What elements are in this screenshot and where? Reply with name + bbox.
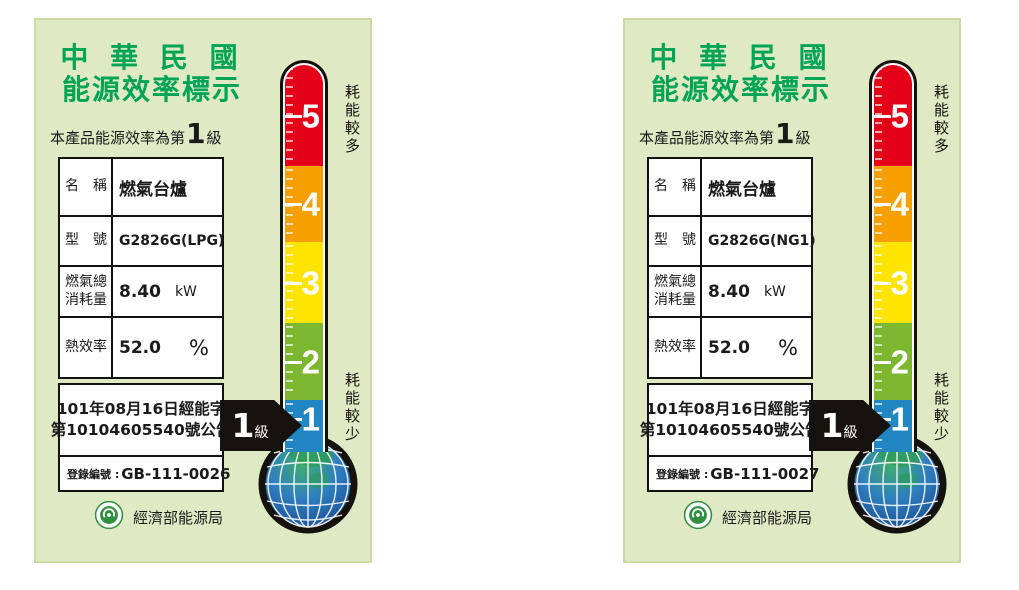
registration-label: 登錄編號 : — [67, 467, 120, 481]
row-label: 名 稱 — [649, 159, 702, 215]
row-value: 燃氣台爐 — [708, 179, 776, 200]
agency-name: 經濟部能源局 — [133, 508, 224, 527]
row-value: G2826G(LPG) — [119, 233, 225, 249]
globe-icon — [258, 434, 358, 534]
registration-box: 登錄編號 : GB-111-0026 — [58, 455, 231, 492]
thermo-level-4: 4 — [285, 166, 323, 242]
row-unit: % — [777, 335, 798, 360]
level-number: 5 — [301, 97, 320, 134]
title-line2: 能源效率標示 — [61, 73, 242, 107]
registration-label: 登錄編號 : — [656, 467, 709, 481]
row-unit: kW — [174, 283, 197, 300]
level-number: 3 — [301, 264, 320, 301]
announcement-line1: 101年08月16日經能字 — [645, 400, 815, 419]
announcement-box: 101年08月16日經能字 第10104605540號公告 — [640, 383, 820, 457]
table-row-model: 型 號 G2826G(LPG) — [60, 215, 225, 265]
thermo-level-3: 3 — [285, 242, 323, 323]
label-title: 中 華 民 國 能源效率標示 — [48, 41, 256, 107]
arrow-grade-number: 1 — [820, 406, 844, 445]
grade-prefix: 本產品能源效率為第 — [639, 129, 775, 147]
registration-number: GB-111-0027 — [710, 464, 820, 483]
spec-table: 名 稱 燃氣台爐 型 號 G2826G(LPG) 燃氣總消耗量 8.40 kW … — [58, 157, 224, 379]
level-number: 2 — [890, 343, 909, 380]
thermo-level-4: 4 — [874, 166, 912, 242]
low-consumption-label: 耗能較少 — [932, 372, 950, 444]
agency-row: 經濟部能源局 — [94, 500, 223, 534]
level-number: 2 — [301, 343, 320, 380]
row-value: G2826G(NG1) — [708, 233, 816, 249]
level-number: 4 — [890, 185, 909, 223]
spec-table: 名 稱 燃氣台爐 型 號 G2826G(NG1) 燃氣總消耗量 8.40 kW … — [647, 157, 816, 379]
table-row-model: 型 號 G2826G(NG1) — [649, 215, 816, 265]
thermometer: 5 4 3 2 1 — [280, 60, 328, 452]
table-row-name: 名 稱 燃氣台爐 — [649, 159, 811, 215]
grade-statement: 本產品能源效率為第 1 級 — [639, 120, 811, 148]
thermo-level-2: 2 — [874, 323, 912, 400]
table-row-thermal-efficiency: 熱效率 52.0 % — [60, 316, 222, 377]
announcement-line2: 第10104605540號公告 — [50, 421, 232, 439]
row-label: 名 稱 — [60, 159, 113, 215]
agency-name: 經濟部能源局 — [722, 508, 813, 527]
row-value: 8.40 — [119, 281, 161, 302]
level-number: 4 — [301, 185, 320, 223]
grade-number: 1 — [186, 117, 206, 150]
row-unit: % — [188, 335, 209, 360]
row-label: 燃氣總消耗量 — [60, 267, 113, 316]
energy-efficiency-label-ng1: 中 華 民 國 能源效率標示 本產品能源效率為第 1 級 名 稱 燃氣台爐 型 … — [623, 18, 961, 563]
bureau-of-energy-logo-icon — [683, 500, 713, 534]
table-row-gas-consumption: 燃氣總消耗量 8.40 kW — [649, 265, 811, 316]
energy-efficiency-label-lpg: 中 華 民 國 能源效率標示 本產品能源效率為第 1 級 名 稱 燃氣台爐 型 … — [34, 18, 372, 563]
arrow-grade-suffix: 級 — [254, 425, 269, 441]
row-label: 型 號 — [60, 217, 113, 265]
grade-number: 1 — [775, 117, 795, 150]
high-consumption-label: 耗能較多 — [932, 84, 950, 156]
arrow-grade-suffix: 級 — [843, 425, 858, 441]
grade-prefix: 本產品能源效率為第 — [50, 129, 186, 147]
grade-statement: 本產品能源效率為第 1 級 — [50, 120, 222, 148]
thermo-level-2: 2 — [285, 323, 323, 400]
row-value: 燃氣台爐 — [119, 179, 187, 200]
thermo-level-3: 3 — [874, 242, 912, 323]
announcement-line1: 101年08月16日經能字 — [56, 400, 226, 419]
title-line1: 中 華 民 國 — [649, 41, 833, 74]
level-number: 5 — [890, 97, 909, 134]
agency-row: 經濟部能源局 — [683, 500, 812, 534]
registration-box: 登錄編號 : GB-111-0027 — [647, 455, 820, 492]
table-row-gas-consumption: 燃氣總消耗量 8.40 kW — [60, 265, 222, 316]
grade-suffix: 級 — [206, 129, 222, 147]
level-number: 1 — [890, 400, 909, 438]
thermo-level-5: 5 — [285, 65, 323, 166]
row-value: 8.40 — [708, 281, 750, 302]
row-value: 52.0 — [119, 337, 161, 358]
thermo-level-5: 5 — [874, 65, 912, 166]
label-title: 中 華 民 國 能源效率標示 — [637, 41, 845, 107]
table-row-thermal-efficiency: 熱效率 52.0 % — [649, 316, 811, 377]
arrow-grade-number: 1 — [231, 406, 255, 445]
registration-number: GB-111-0026 — [121, 464, 231, 483]
row-label: 熱效率 — [649, 318, 702, 377]
title-line2: 能源效率標示 — [650, 73, 831, 107]
announcement-line2: 第10104605540號公告 — [639, 421, 821, 439]
title-line1: 中 華 民 國 — [60, 41, 244, 74]
thermometer: 5 4 3 2 1 — [869, 60, 917, 452]
high-consumption-label: 耗能較多 — [343, 84, 361, 156]
row-label: 熱效率 — [60, 318, 113, 377]
grade-suffix: 級 — [795, 129, 811, 147]
row-label: 型 號 — [649, 217, 702, 265]
announcement-box: 101年08月16日經能字 第10104605540號公告 — [51, 383, 231, 457]
table-row-name: 名 稱 燃氣台爐 — [60, 159, 222, 215]
row-label: 燃氣總消耗量 — [649, 267, 702, 316]
level-number: 1 — [301, 400, 320, 438]
row-value: 52.0 — [708, 337, 750, 358]
low-consumption-label: 耗能較少 — [343, 372, 361, 444]
row-unit: kW — [763, 283, 786, 300]
level-number: 3 — [890, 264, 909, 301]
bureau-of-energy-logo-icon — [94, 500, 124, 534]
